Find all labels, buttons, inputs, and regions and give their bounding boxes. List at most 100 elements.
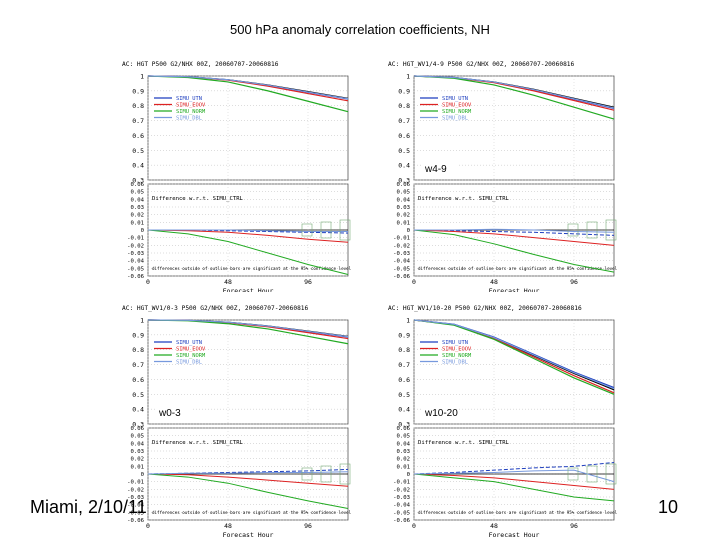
- bottom-y-tick-label: 0.04: [131, 441, 145, 447]
- top-y-tick-label: 0.4: [132, 162, 144, 170]
- bottom-y-tick-label: -0.04: [127, 503, 144, 509]
- bottom-y-tick-label: 0: [141, 472, 144, 478]
- bottom-y-tick-label: -0.01: [127, 480, 144, 486]
- diff-line-dbl: [414, 228, 615, 233]
- bottom-y-tick-label: 0.02: [131, 213, 144, 219]
- bottom-y-tick-label: -0.06: [127, 274, 144, 280]
- series-line-dbl: [147, 75, 349, 100]
- diff-line-norm: [413, 229, 615, 273]
- x-tick-label: 96: [304, 522, 312, 530]
- bottom-y-tick-label: -0.06: [393, 518, 410, 524]
- diff-line-dbl: [147, 471, 349, 475]
- significance-box: [320, 465, 332, 483]
- legend-entry: SIMU_EOOV: [176, 103, 206, 109]
- significance-box: [301, 223, 313, 237]
- top-y-tick-label: 0.6: [398, 376, 410, 384]
- chart-header: AC: HGT P500 G2/NHX 00Z, 20060707-200608…: [122, 61, 279, 68]
- bottom-y-tick-label: -0.05: [127, 266, 144, 272]
- significance-box: [605, 463, 617, 485]
- panel-label-bg: [156, 406, 192, 420]
- legend-entry: SIMU_UTN: [176, 340, 202, 346]
- top-y-tick-label: 0.9: [398, 331, 410, 339]
- diff-line-norm: [147, 473, 349, 509]
- bottom-y-tick-label: 0.05: [397, 190, 410, 196]
- bottom-y-tick-label: 0: [141, 228, 144, 234]
- chart-header: AC: HGT_WV1/0-3 P500 G2/NHX 00Z, 2006070…: [122, 305, 309, 312]
- bottom-y-tick-label: 0.02: [397, 457, 410, 463]
- legend-entry: SIMU_EOOV: [442, 103, 472, 109]
- chart-header: AC: HGT_WV1/10-20 P500 G2/NHX 00Z, 20060…: [388, 305, 582, 312]
- bottom-y-tick-label: -0.05: [127, 510, 144, 516]
- legend-entry: SIMU_EOOV: [176, 347, 206, 353]
- top-y-tick-label: 0.5: [132, 391, 144, 399]
- top-y-tick-label: 0.4: [398, 162, 410, 170]
- diff-line-utn: [413, 229, 615, 236]
- chart-panel: AC: HGT_WV1/4-9 P500 G2/NHX 00Z, 2006070…: [386, 48, 622, 298]
- bottom-y-tick-label: 0: [407, 228, 410, 234]
- top-y-tick-label: 0.5: [398, 391, 410, 399]
- bottom-y-tick-label: -0.01: [393, 480, 410, 486]
- top-y-tick-label: 1: [406, 73, 410, 81]
- bottom-y-tick-label: 0.01: [131, 464, 144, 470]
- x-tick-label: 96: [570, 278, 578, 286]
- series-line-norm: [413, 75, 615, 120]
- bottom-y-tick-label: 0.05: [131, 434, 144, 440]
- diff-line-utn: [413, 462, 615, 475]
- bottom-y-tick-label: -0.06: [127, 518, 144, 524]
- top-y-tick-label: 0.6: [398, 132, 410, 140]
- series-line-dbl: [413, 319, 615, 390]
- bottom-y-tick-label: -0.05: [393, 510, 410, 516]
- significance-box: [301, 467, 313, 481]
- panel-label-bg: [422, 162, 458, 176]
- bottom-y-tick-label: -0.03: [393, 495, 410, 501]
- series-line-norm: [147, 75, 349, 113]
- bottom-y-tick-label: -0.01: [127, 236, 144, 242]
- x-tick-label: 0: [412, 278, 416, 286]
- diff-line-eoov: [413, 229, 615, 246]
- top-y-tick-label: 0.4: [132, 406, 144, 414]
- bottom-y-tick-label: -0.02: [393, 243, 410, 249]
- bottom-y-tick-label: -0.03: [393, 251, 410, 257]
- top-y-tick-label: 0.3: [132, 421, 144, 429]
- top-y-tick-label: 0.7: [132, 117, 144, 125]
- chart-header: AC: HGT_WV1/4-9 P500 G2/NHX 00Z, 2006070…: [388, 61, 575, 68]
- panel-label-bg: [422, 406, 458, 420]
- legend-entry: SIMU_DBL: [442, 116, 468, 122]
- bottom-y-tick-label: 0.06: [397, 182, 410, 188]
- top-y-tick-label: 0.4: [398, 406, 410, 414]
- significance-box: [339, 219, 351, 241]
- x-tick-label: 0: [412, 522, 416, 530]
- bottom-y-tick-label: -0.02: [127, 487, 144, 493]
- top-y-tick-label: 0.8: [398, 102, 410, 110]
- bottom-y-tick-label: -0.01: [393, 236, 410, 242]
- bottom-y-tick-label: -0.04: [127, 259, 144, 265]
- difference-title: Difference w.r.t. SIMU_CTRL: [418, 196, 510, 202]
- bottom-y-tick-label: 0.02: [397, 213, 410, 219]
- diff-line-dbl: [148, 229, 348, 233]
- panel-label: w4-9: [424, 164, 447, 175]
- diff-line-eoov: [413, 473, 615, 490]
- top-y-tick-label: 1: [406, 317, 410, 325]
- top-y-tick-label: 0.9: [132, 331, 144, 339]
- bottom-y-tick-label: -0.04: [393, 259, 410, 265]
- bottom-y-tick-label: 0.05: [397, 434, 410, 440]
- bottom-y-tick-label: -0.02: [393, 487, 410, 493]
- significance-box: [567, 223, 579, 237]
- x-tick-label: 0: [146, 278, 150, 286]
- legend-entry: SIMU_NORM: [442, 109, 472, 115]
- chart-svg: AC: HGT P500 G2/NHX 00Z, 20060707-200608…: [122, 61, 352, 295]
- top-y-tick-label: 0.9: [398, 87, 410, 95]
- x-tick-label: 48: [224, 522, 232, 530]
- bottom-y-tick-label: 0.06: [131, 426, 144, 432]
- bottom-y-tick-label: -0.03: [127, 251, 144, 257]
- significance-box: [567, 467, 579, 481]
- bottom-y-tick-label: -0.02: [127, 243, 144, 249]
- significance-note: differences outside of outline bars are …: [418, 266, 618, 271]
- bottom-y-tick-label: 0.01: [397, 220, 410, 226]
- legend-entry: SIMU_UTN: [442, 340, 468, 346]
- panel-label: w10-20: [424, 408, 458, 419]
- bottom-y-tick-label: 0.05: [131, 190, 144, 196]
- bottom-y-tick-label: -0.04: [393, 503, 410, 509]
- x-tick-label: 96: [570, 522, 578, 530]
- bottom-y-tick-label: 0.04: [397, 441, 411, 447]
